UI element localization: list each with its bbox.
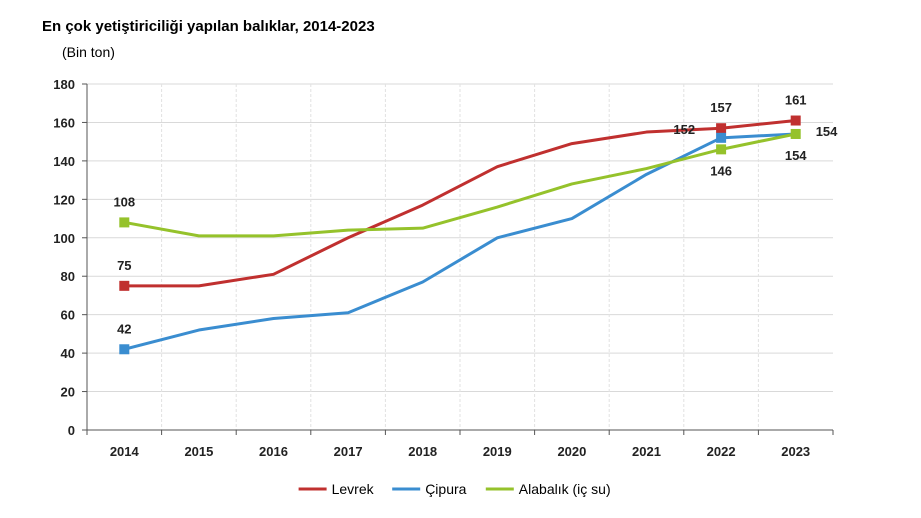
y-tick-label: 100	[53, 231, 75, 246]
data-label: 108	[113, 194, 135, 209]
series-line-2	[124, 132, 797, 238]
series-marker-2	[790, 128, 801, 139]
y-tick-labels: 0 20 40 60 80 100 120 140 160 180	[53, 77, 75, 438]
series-marker-1	[119, 344, 130, 355]
series-line-0	[124, 119, 796, 288]
series-marker-0	[716, 123, 727, 134]
x-tick-label: 2021	[632, 444, 661, 459]
x-tick-label: 2019	[483, 444, 512, 459]
y-tick-label: 0	[68, 423, 75, 438]
x-tick-label: 2014	[110, 444, 140, 459]
data-label: 154	[785, 148, 807, 163]
x-tick-labels: 2014 2015 2016 2017 2018 2019 2020 2021 2022 2023	[110, 444, 810, 459]
x-tick-label: 2020	[557, 444, 586, 459]
series-marker-0	[790, 115, 801, 126]
y-tick-label: 80	[61, 269, 75, 284]
data-label: 152	[673, 122, 695, 137]
y-tick-label: 160	[53, 115, 75, 130]
series-marker-2	[716, 144, 727, 155]
data-labels: 75 157 161 42 152 108 146 154 154	[113, 93, 838, 337]
x-tick-label: 2016	[259, 444, 288, 459]
y-tick-label: 60	[61, 308, 75, 323]
y-tick-label: 140	[53, 154, 75, 169]
series-line-1	[123, 132, 796, 351]
axes	[82, 83, 834, 435]
data-label: 75	[117, 258, 131, 273]
x-tick-label: 2023	[781, 444, 810, 459]
y-tick-label: 40	[61, 346, 75, 361]
y-tick-label: 20	[61, 385, 75, 400]
grid-lines	[87, 83, 833, 430]
legend-label-2: Alabalık (iç su)	[519, 481, 611, 497]
series-marker-2	[119, 217, 130, 228]
series-lines	[123, 119, 797, 351]
legend-label-1: Çipura	[425, 481, 466, 497]
y-tick-label: 120	[53, 192, 75, 207]
x-tick-label: 2015	[184, 444, 213, 459]
legend: Levrek Çipura Alabalık (iç su)	[298, 481, 611, 497]
y-tick-label: 180	[53, 77, 75, 92]
series-markers	[119, 115, 801, 355]
x-tick-label: 2017	[334, 444, 363, 459]
data-label: 154	[816, 124, 838, 139]
legend-label-0: Levrek	[332, 481, 375, 497]
series-marker-1	[716, 132, 727, 143]
chart-unit-label: (Bin ton)	[62, 44, 115, 60]
x-tick-label: 2022	[707, 444, 736, 459]
x-tick-label: 2018	[408, 444, 437, 459]
chart-title: En çok yetiştiriciliği yapılan balıklar,…	[42, 18, 375, 35]
data-label: 146	[710, 163, 732, 178]
data-label: 161	[785, 93, 807, 108]
data-label: 157	[710, 100, 732, 115]
series-marker-0	[119, 280, 130, 291]
data-label: 42	[117, 321, 131, 336]
